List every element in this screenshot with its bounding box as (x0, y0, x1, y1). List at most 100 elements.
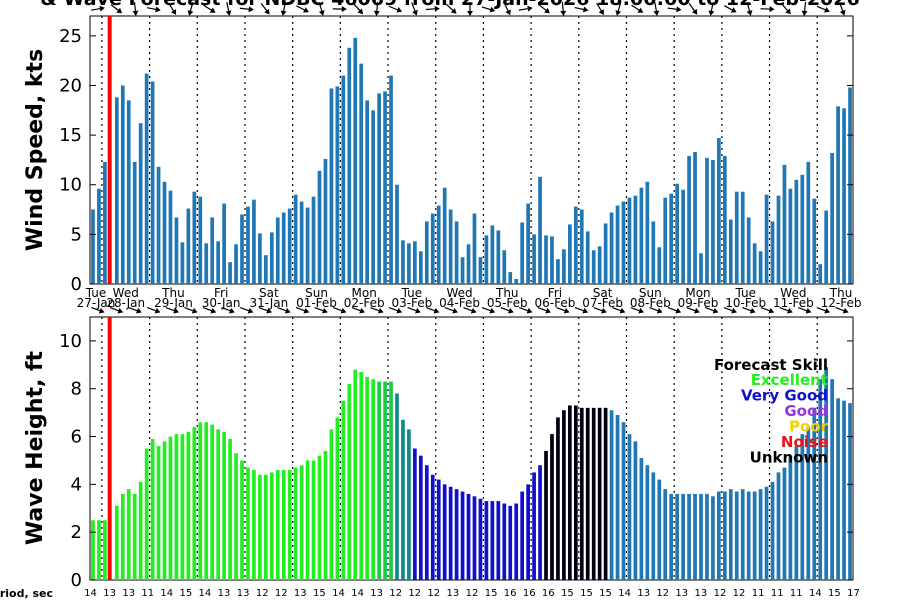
wind-bar (132, 161, 137, 284)
wind-bar (407, 243, 411, 284)
wind-bar (621, 201, 626, 284)
period-value: 15 (580, 588, 593, 599)
wave-bar (514, 503, 519, 580)
wind-direction-arrow (596, 2, 604, 16)
wave-bar (383, 381, 387, 580)
wind-bar (633, 195, 638, 284)
day-date-label: 30-Jan (202, 296, 241, 310)
period-value: 11 (771, 588, 784, 599)
arrow-head (527, 5, 533, 12)
wave-bar (264, 474, 268, 580)
day-date-label: 28-Jan (106, 296, 145, 310)
wind-y-tick-label: 20 (59, 75, 82, 96)
wave-bar (484, 501, 489, 580)
arrow-head (749, 307, 756, 314)
arrow-head (505, 9, 511, 16)
wave-bar (526, 484, 530, 580)
wave-bar (281, 470, 286, 580)
arrow-head (452, 307, 458, 314)
day-name-label: Thu (829, 286, 853, 300)
wave-bar (430, 474, 435, 580)
day-date-label: 10-Feb (725, 296, 766, 310)
period-value: 15 (180, 588, 193, 599)
wave-bar (472, 496, 477, 580)
day-date-label: 08-Feb (630, 296, 671, 310)
wind-bar (180, 242, 185, 284)
wave-bar (812, 407, 817, 580)
period-value: 12 (714, 588, 727, 599)
wind-bar (562, 249, 566, 284)
wind-bar (120, 85, 125, 284)
wind-direction-arrow (688, 2, 698, 15)
wave-bar (717, 491, 721, 580)
wind-bar (532, 234, 536, 284)
period-value: 15 (485, 588, 498, 599)
arrow-head (637, 7, 644, 13)
arrow-head (805, 307, 812, 314)
wave-bar (633, 441, 638, 580)
period-value: 12 (656, 588, 669, 599)
legend-item: Excellent (751, 371, 828, 389)
legend-item: Poor (789, 418, 829, 436)
period-value: 15 (313, 588, 326, 599)
wind-direction-arrow (445, 3, 457, 14)
arrow-head (264, 8, 270, 15)
arrow-head (769, 6, 775, 13)
arrow-head (359, 307, 365, 314)
legend-item: Good (784, 402, 828, 420)
wind-direction-arrow (481, 6, 496, 13)
wave-bar (269, 472, 274, 580)
period-value: 13 (237, 588, 250, 599)
wave-y-tick-label: 8 (71, 379, 82, 400)
period-value: 14 (332, 588, 345, 599)
wind-bar (478, 257, 483, 284)
period-value: 14 (351, 588, 364, 599)
wind-bar (591, 250, 596, 284)
day-name-label: Sun (639, 286, 662, 300)
arrow-head (508, 307, 514, 314)
arrow-head (730, 7, 737, 13)
wind-bar (371, 110, 375, 284)
day-name-label: Tue (85, 286, 107, 300)
wind-direction-arrow (839, 2, 846, 16)
wind-direction-arrow (280, 2, 287, 16)
wind-direction-arrow (560, 1, 567, 16)
period-value: 12 (427, 588, 440, 599)
arrow-head (154, 307, 161, 314)
wind-bar (734, 191, 739, 284)
chart-title: & Wave Forecast for NDBC 46069 from 27-J… (40, 0, 859, 10)
wave-bar (770, 481, 775, 580)
period-value: 13 (294, 588, 307, 599)
wave-bar (520, 491, 525, 580)
wave-bar (377, 381, 381, 580)
wave-y-tick-label: 6 (71, 427, 82, 448)
wave-direction-arrow (835, 307, 849, 314)
arrow-head (638, 307, 644, 314)
period-value: 14 (160, 588, 173, 599)
wave-direction-arrow (612, 307, 626, 314)
wind-direction-arrow (239, 6, 254, 13)
wind-bar (114, 97, 119, 284)
wave-direction-arrow (91, 307, 105, 314)
wind-direction-arrow (653, 2, 660, 16)
arrow-head (675, 307, 682, 314)
wind-bar (192, 191, 197, 284)
wind-bar (395, 184, 399, 284)
day-date-label: 07-Feb (582, 296, 623, 310)
arrow-head (785, 8, 791, 15)
wind-bar (383, 91, 387, 284)
wave-bar (818, 379, 823, 580)
arrow-head (601, 307, 607, 314)
wave-bar (299, 465, 304, 580)
arrow-head (544, 7, 550, 14)
wind-y-tick-label: 15 (59, 125, 82, 146)
wave-bar (132, 493, 137, 580)
wind-bar (573, 206, 578, 284)
wave-bar (198, 422, 203, 580)
wave-bar (252, 470, 256, 580)
wind-bar (413, 241, 417, 284)
wave-direction-arrow (333, 307, 347, 314)
wave-bar (186, 431, 191, 580)
